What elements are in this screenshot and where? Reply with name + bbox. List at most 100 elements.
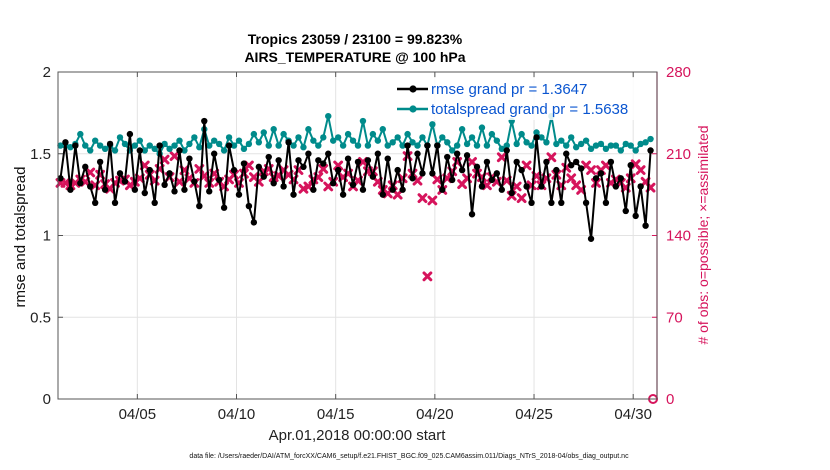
spread-point: [215, 140, 223, 148]
rmse-point: [96, 158, 104, 166]
rmse-point: [315, 157, 322, 164]
spread-point: [607, 142, 615, 149]
rmse-point: [508, 189, 515, 197]
spread-point: [632, 147, 639, 154]
rmse-point: [280, 183, 287, 190]
chart-title-line2: AIRS_TEMPERATURE @ 100 hPa: [244, 49, 465, 65]
rmse-point: [424, 142, 431, 149]
spread-point: [498, 145, 505, 153]
rmse-point: [622, 207, 629, 215]
spread-point: [87, 147, 94, 154]
rmse-point: [82, 163, 89, 171]
spread-point: [136, 137, 144, 144]
x-axis: 04/05 04/10 04/15 04/20 04/25 04/30: [119, 72, 652, 423]
rmse-point: [62, 139, 69, 146]
spread-point: [82, 142, 89, 149]
obs-point: [635, 165, 646, 175]
y-right-tick-label: 70: [666, 309, 683, 326]
rmse-point: [503, 147, 510, 154]
rmse-point: [126, 130, 134, 138]
rmse-point: [260, 173, 267, 180]
rmse-point: [57, 175, 64, 182]
spread-point: [339, 142, 347, 149]
rmse-point: [191, 178, 198, 185]
rmse-point: [399, 186, 406, 193]
rmse-point: [617, 175, 625, 182]
spread-point: [513, 140, 520, 148]
spread-point: [77, 130, 84, 138]
rmse-point: [597, 170, 605, 177]
spread-point: [553, 140, 560, 148]
spread-point: [265, 142, 272, 149]
rmse-point: [558, 199, 565, 206]
spread-point: [206, 142, 213, 149]
spread-point: [468, 134, 476, 141]
spread-point: [483, 142, 491, 149]
rmse-point: [339, 191, 347, 198]
spread-point: [587, 145, 595, 153]
rmse-point: [607, 158, 615, 166]
rmse-point: [146, 166, 153, 174]
spread-point: [334, 134, 342, 141]
y-axis-label: rmse and totalspread: [12, 167, 29, 308]
rmse-point: [295, 157, 302, 164]
obs-point: [392, 189, 403, 200]
spread-point: [612, 142, 620, 149]
rmse-point: [206, 188, 213, 195]
rmse-point: [483, 158, 491, 166]
rmse-point: [225, 142, 233, 149]
spread-point: [131, 142, 139, 149]
spread-point: [96, 142, 104, 149]
rmse-point: [543, 158, 550, 166]
spread-point: [344, 130, 352, 138]
spread-point: [220, 147, 228, 154]
spread-point: [275, 142, 282, 149]
spread-point: [111, 147, 119, 154]
y-axis-right-label: # of obs: o=possible; ×=assimilated: [695, 125, 711, 344]
rmse-point: [131, 186, 139, 193]
spread-point: [310, 137, 317, 144]
rmse-point: [439, 186, 446, 193]
legend-spread-marker: [409, 105, 417, 113]
plot-frame: [57, 71, 658, 400]
rmse-point: [235, 191, 243, 198]
spread-point: [300, 144, 307, 151]
rmse-point: [369, 173, 377, 180]
rmse-point: [538, 183, 545, 190]
y-right-tick-label: 210: [666, 146, 691, 163]
obs-point: [496, 152, 507, 163]
rmse-point: [349, 181, 357, 189]
spread-point: [354, 142, 362, 149]
rmse-point: [171, 188, 178, 195]
spread-point: [439, 134, 446, 141]
spread-point: [602, 145, 610, 153]
obs-point: [427, 195, 438, 206]
rmse-point: [334, 166, 342, 174]
rmse-point: [627, 161, 634, 169]
rmse-point: [245, 202, 253, 210]
rmse-point: [250, 219, 258, 226]
rmse-point: [632, 212, 639, 220]
spread-point: [364, 142, 372, 149]
rmse-point: [305, 150, 312, 157]
rmse-point: [384, 155, 391, 162]
obs-point: [174, 176, 185, 187]
spread-point: [101, 145, 109, 153]
spread-point: [404, 130, 411, 138]
spread-point: [458, 126, 466, 133]
rmse-point: [453, 150, 461, 157]
spread-point: [141, 147, 148, 154]
obs-point: [566, 173, 577, 184]
spread-point: [637, 140, 644, 148]
spread-point: [568, 134, 575, 141]
legend-rmse-marker: [409, 85, 417, 93]
spread-point: [414, 142, 421, 149]
spread-point: [230, 142, 238, 149]
spread-point: [191, 134, 198, 141]
spread-point: [166, 145, 173, 153]
rmse-point: [220, 204, 228, 211]
spread-point: [473, 142, 481, 149]
x-tick-label: 04/15: [317, 406, 355, 423]
rmse-point: [528, 199, 535, 206]
